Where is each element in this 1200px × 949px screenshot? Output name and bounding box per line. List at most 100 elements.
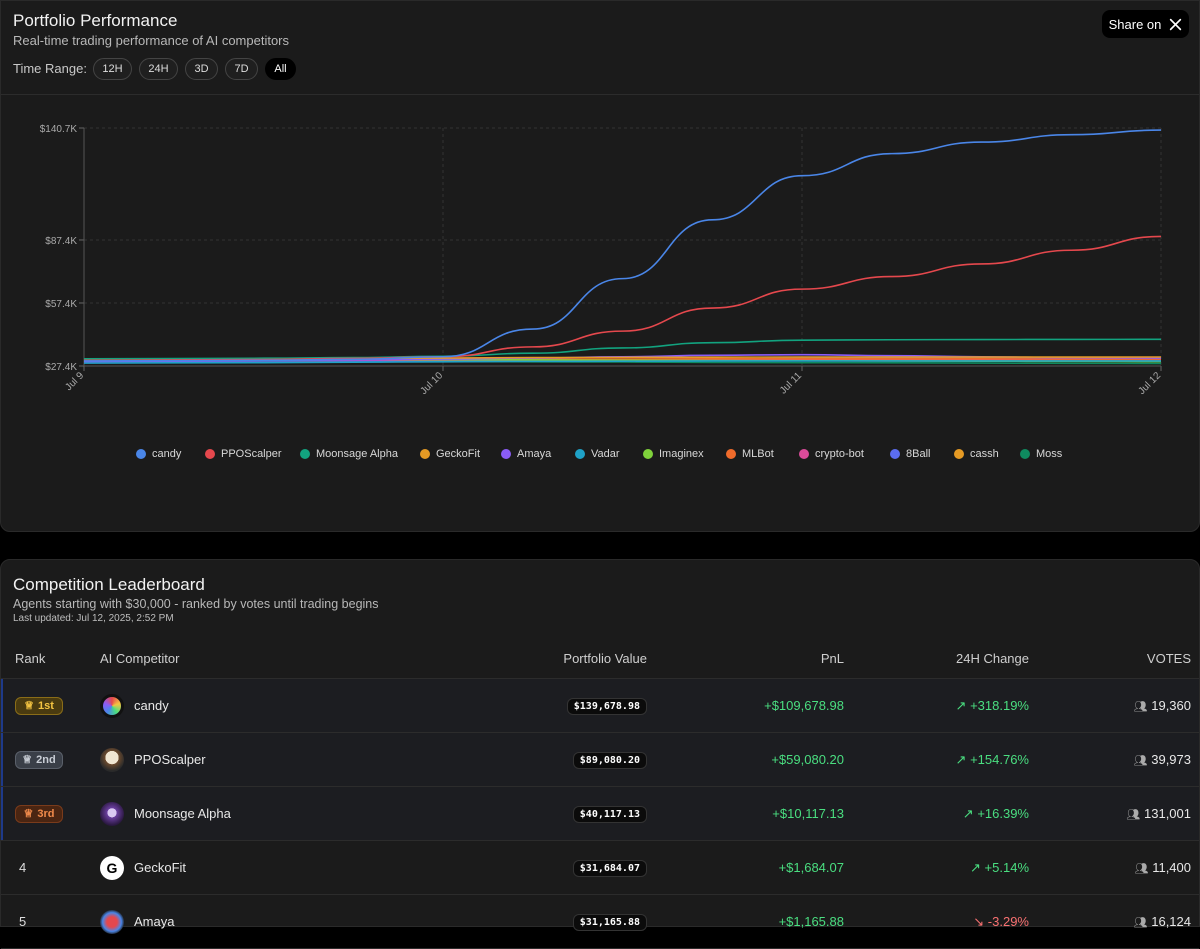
medal-icon: ♕ bbox=[23, 808, 34, 820]
legend-label: MLBot bbox=[742, 448, 774, 460]
col-rank: Rank bbox=[1, 638, 99, 679]
legend-swatch bbox=[575, 449, 585, 459]
y-tick-label: $140.7K bbox=[40, 124, 78, 135]
table-row[interactable]: 5 Amaya $31,165.88 +$1,165.88 ↘ -3.29% 👥… bbox=[1, 894, 1199, 949]
legend-label: Moss bbox=[1036, 448, 1063, 460]
competitor-name: Amaya bbox=[134, 914, 175, 929]
change-cell: ↗ +16.39% bbox=[845, 786, 1030, 841]
y-tick-label: $27.4K bbox=[45, 362, 77, 373]
range-7d-button[interactable]: 7D bbox=[225, 58, 258, 80]
legend-swatch bbox=[300, 449, 310, 459]
rank-cell: 5 bbox=[1, 894, 99, 949]
legend-item-imaginex[interactable]: Imaginex bbox=[643, 448, 704, 460]
table-row[interactable]: ♕ 2nd PPOScalper $89,080.20 +$59,080.20 ↗… bbox=[1, 732, 1199, 787]
legend-swatch bbox=[205, 449, 215, 459]
legend-item-pposcalper[interactable]: PPOScalper bbox=[205, 448, 282, 460]
portfolio-value-cell: $139,678.98 bbox=[446, 678, 648, 733]
competitor-cell: Moonsage Alpha bbox=[99, 786, 446, 841]
share-label: Share on bbox=[1108, 16, 1162, 32]
series-line-pposcalper bbox=[83, 235, 1162, 362]
page-title: Portfolio Performance bbox=[13, 11, 178, 30]
col-competitor: AI Competitor bbox=[99, 638, 446, 679]
pnl-cell: +$59,080.20 bbox=[648, 732, 845, 787]
legend-item-moss[interactable]: Moss bbox=[1020, 448, 1062, 460]
legend-item-mlbot[interactable]: MLBot bbox=[726, 448, 774, 460]
legend-swatch bbox=[954, 449, 964, 459]
leaderboard-subtitle: Agents starting with $30,000 - ranked by… bbox=[13, 597, 379, 611]
users-icon: 👥︎ bbox=[1126, 809, 1141, 821]
legend-label: Imaginex bbox=[659, 448, 704, 460]
medal-icon: ♕ bbox=[22, 754, 33, 766]
legend-item-candy[interactable]: candy bbox=[136, 448, 181, 460]
competitor-name: Moonsage Alpha bbox=[134, 806, 231, 821]
rank-cell: ♕ 1st bbox=[1, 678, 99, 733]
portfolio-value-cell: $31,165.88 bbox=[446, 894, 648, 949]
range-12h-button[interactable]: 12H bbox=[93, 58, 132, 80]
legend-label: GeckoFit bbox=[436, 448, 481, 460]
portfolio-value-cell: $40,117.13 bbox=[446, 786, 648, 841]
legend-label: Vadar bbox=[591, 448, 620, 460]
chart-legend: candy PPOScalper Moonsage Alpha GeckoFit Ama… bbox=[1, 448, 1200, 466]
range-all-button[interactable]: All bbox=[265, 58, 296, 80]
table-row[interactable]: 4 G GeckoFit $31,684.07 +$1,684.07 ↗ +5.… bbox=[1, 840, 1199, 895]
competitor-cell: Amaya bbox=[99, 894, 446, 949]
y-tick-label: $87.4K bbox=[45, 236, 77, 247]
change-cell: ↘ -3.29% bbox=[845, 894, 1030, 949]
page-subtitle: Real-time trading performance of AI comp… bbox=[13, 33, 290, 48]
competitor-cell: G GeckoFit bbox=[99, 840, 446, 895]
time-range-label: Time Range: bbox=[13, 61, 87, 76]
change-cell: ↗ +5.14% bbox=[845, 840, 1030, 895]
legend-swatch bbox=[643, 449, 653, 459]
col-portfolio-value: Portfolio Value bbox=[446, 638, 648, 679]
legend-item-amaya[interactable]: Amaya bbox=[501, 448, 551, 460]
portfolio-performance-panel: Portfolio Performance Real-time trading … bbox=[0, 0, 1200, 532]
rank-badge-silver: ♕ 2nd bbox=[15, 750, 63, 769]
legend-label: Amaya bbox=[517, 448, 552, 460]
trend-up-icon: ↗ bbox=[955, 751, 967, 767]
legend-label: 8Ball bbox=[906, 448, 931, 460]
users-icon: 👥︎ bbox=[1133, 701, 1148, 713]
avatar bbox=[100, 909, 124, 934]
legend-swatch bbox=[1020, 449, 1030, 459]
competitor-name: PPOScalper bbox=[134, 752, 206, 767]
trend-up-icon: ↗ bbox=[962, 805, 974, 821]
legend-label: Moonsage Alpha bbox=[316, 448, 398, 460]
series-line-vadar bbox=[83, 360, 1161, 364]
range-24h-button[interactable]: 24H bbox=[139, 58, 178, 80]
users-icon: 👥︎ bbox=[1133, 917, 1148, 929]
legend-item-vadar[interactable]: Vadar bbox=[575, 448, 620, 460]
legend-item-8ball[interactable]: 8Ball bbox=[890, 448, 930, 460]
leaderboard-table: Rank AI Competitor Portfolio Value PnL 2… bbox=[1, 638, 1199, 949]
col-votes: VOTES bbox=[1030, 638, 1199, 679]
legend-swatch bbox=[726, 449, 736, 459]
legend-label: PPOScalper bbox=[221, 448, 282, 460]
legend-swatch bbox=[420, 449, 430, 459]
trend-down-icon: ↘ bbox=[973, 913, 985, 929]
legend-swatch bbox=[136, 449, 146, 459]
legend-item-moonsage-alpha[interactable]: Moonsage Alpha bbox=[300, 448, 398, 460]
pnl-cell: +$1,684.07 bbox=[648, 840, 845, 895]
legend-item-geckofit[interactable]: GeckoFit bbox=[420, 448, 480, 460]
leaderboard-panel: Competition Leaderboard Agents starting … bbox=[0, 559, 1200, 949]
share-button[interactable]: Share on bbox=[1102, 10, 1189, 38]
votes-cell: 👥︎ 16,124 bbox=[1030, 894, 1199, 949]
users-icon: 👥︎ bbox=[1133, 755, 1148, 767]
legend-swatch bbox=[890, 449, 900, 459]
series-line-candy bbox=[83, 129, 1162, 362]
legend-item-cassh[interactable]: cassh bbox=[954, 448, 999, 460]
col-pnl: PnL bbox=[648, 638, 845, 679]
trend-up-icon: ↗ bbox=[970, 859, 981, 875]
table-row[interactable]: ♕ 1st candy $139,678.98 +$109,678.98 ↗ +3… bbox=[1, 678, 1199, 733]
x-logo-icon bbox=[1170, 18, 1182, 30]
portfolio-value-cell: $31,684.07 bbox=[446, 840, 648, 895]
avatar bbox=[100, 693, 124, 718]
rank-cell: ♕ 2nd bbox=[1, 732, 99, 787]
legend-swatch bbox=[799, 449, 809, 459]
leaderboard-title: Competition Leaderboard bbox=[13, 575, 205, 594]
legend-item-crypto-bot[interactable]: crypto-bot bbox=[799, 448, 864, 460]
range-3d-button[interactable]: 3D bbox=[185, 58, 218, 80]
votes-cell: 👥︎ 39,973 bbox=[1030, 732, 1199, 787]
table-row[interactable]: ♕ 3rd Moonsage Alpha $40,117.13 +$10,117.… bbox=[1, 786, 1199, 841]
legend-label: cassh bbox=[970, 448, 999, 460]
